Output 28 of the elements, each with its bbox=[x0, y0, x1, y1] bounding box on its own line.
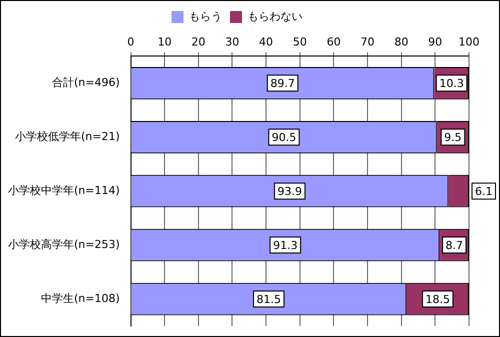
y-tick-label: 小学校中学年(n=114) bbox=[8, 184, 120, 197]
data-label: 90.5 bbox=[272, 131, 296, 144]
y-tick-label: 中学生(n=108) bbox=[40, 292, 120, 305]
data-label: 81.5 bbox=[256, 292, 281, 306]
x-tick-label: 10 bbox=[158, 35, 172, 48]
x-tick-label: 70 bbox=[360, 35, 375, 48]
data-label: 6.1 bbox=[474, 184, 492, 198]
x-tick-label: 90 bbox=[428, 35, 442, 48]
x-tick-label: 50 bbox=[292, 35, 307, 48]
y-tick-label: 合計(n=496) bbox=[52, 76, 120, 90]
x-tick-label: 80 bbox=[394, 35, 408, 48]
y-tick-label: 小学校高学年(n=253) bbox=[8, 238, 120, 251]
data-label: 18.5 bbox=[425, 292, 450, 306]
x-tick-label: 60 bbox=[326, 35, 341, 48]
x-tick-label: 100 bbox=[458, 35, 480, 48]
data-label: 8.7 bbox=[446, 238, 464, 252]
data-label: 93.9 bbox=[277, 184, 302, 198]
legend-label: もらう bbox=[189, 10, 222, 23]
data-label: 89.7 bbox=[270, 77, 295, 90]
data-label: 10.3 bbox=[439, 77, 464, 90]
y-tick-label: 小学校低学年(n=21) bbox=[14, 130, 120, 143]
x-tick-label: 0 bbox=[127, 35, 134, 48]
legend-label: もらわない bbox=[248, 10, 302, 23]
x-tick-label: 20 bbox=[191, 35, 206, 48]
data-label: 91.3 bbox=[273, 238, 298, 252]
data-label: 9.5 bbox=[444, 131, 462, 144]
x-tick-label: 40 bbox=[259, 35, 274, 48]
x-tick-label: 30 bbox=[225, 35, 240, 48]
